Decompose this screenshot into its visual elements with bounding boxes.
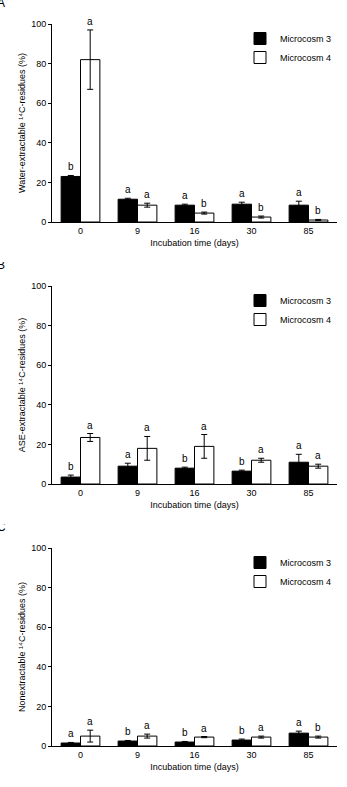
svg-text:16: 16: [189, 226, 199, 236]
svg-text:b: b: [239, 456, 245, 467]
svg-text:a: a: [68, 728, 74, 739]
svg-text:a: a: [296, 187, 302, 198]
svg-text:0: 0: [41, 741, 46, 751]
svg-text:0: 0: [78, 226, 83, 236]
svg-text:100: 100: [31, 19, 46, 29]
svg-text:a: a: [87, 716, 93, 727]
svg-text:0: 0: [41, 217, 46, 227]
svg-text:0: 0: [78, 488, 83, 498]
svg-text:40: 40: [36, 400, 46, 410]
svg-text:Nonextractable ¹⁴C-residues (%: Nonextractable ¹⁴C-residues (%): [17, 582, 27, 712]
svg-text:a: a: [87, 16, 93, 27]
svg-text:Microcosm 3: Microcosm 3: [280, 296, 331, 306]
svg-text:80: 80: [36, 59, 46, 69]
svg-text:60: 60: [36, 360, 46, 370]
svg-text:b: b: [125, 726, 131, 737]
svg-text:85: 85: [303, 750, 313, 760]
svg-text:B: B: [0, 262, 5, 272]
svg-text:85: 85: [303, 226, 313, 236]
svg-text:30: 30: [246, 226, 256, 236]
svg-text:Incubation time (days): Incubation time (days): [150, 762, 239, 772]
svg-text:40: 40: [36, 662, 46, 672]
svg-text:b: b: [68, 161, 74, 172]
svg-text:b: b: [68, 461, 74, 472]
svg-text:Incubation time (days): Incubation time (days): [150, 238, 239, 248]
svg-text:Water-extractable ¹⁴C-residues: Water-extractable ¹⁴C-residues (%): [17, 53, 27, 193]
svg-text:60: 60: [36, 622, 46, 632]
svg-text:a: a: [125, 449, 131, 460]
svg-text:b: b: [182, 727, 188, 738]
svg-text:85: 85: [303, 488, 313, 498]
svg-text:20: 20: [36, 440, 46, 450]
svg-text:60: 60: [36, 98, 46, 108]
svg-text:80: 80: [36, 583, 46, 593]
svg-text:100: 100: [31, 281, 46, 291]
svg-text:b: b: [315, 205, 321, 216]
svg-text:9: 9: [135, 488, 140, 498]
svg-text:16: 16: [189, 750, 199, 760]
svg-text:a: a: [182, 190, 188, 201]
svg-text:a: a: [201, 421, 207, 432]
svg-text:a: a: [201, 723, 207, 734]
svg-text:16: 16: [189, 488, 199, 498]
svg-text:a: a: [125, 184, 131, 195]
svg-text:9: 9: [135, 750, 140, 760]
svg-text:b: b: [315, 722, 321, 733]
svg-text:Microcosm 4: Microcosm 4: [280, 577, 331, 587]
svg-text:Microcosm 4: Microcosm 4: [280, 53, 331, 63]
svg-text:C: C: [0, 524, 6, 534]
svg-text:a: a: [258, 444, 264, 455]
svg-text:b: b: [201, 198, 207, 209]
svg-text:100: 100: [31, 543, 46, 553]
svg-text:b: b: [182, 453, 188, 464]
svg-text:a: a: [144, 422, 150, 433]
svg-text:A: A: [0, 0, 5, 10]
svg-text:30: 30: [246, 750, 256, 760]
svg-text:a: a: [239, 188, 245, 199]
svg-text:b: b: [239, 725, 245, 736]
svg-text:ASE-extractable ¹⁴C-residues (: ASE-extractable ¹⁴C-residues (%): [17, 318, 27, 452]
svg-text:a: a: [258, 722, 264, 733]
svg-text:Microcosm 4: Microcosm 4: [280, 315, 331, 325]
svg-text:b: b: [258, 202, 264, 213]
svg-text:Microcosm 3: Microcosm 3: [280, 34, 331, 44]
svg-text:20: 20: [36, 702, 46, 712]
svg-text:a: a: [87, 420, 93, 431]
svg-text:a: a: [144, 720, 150, 731]
svg-text:Incubation time (days): Incubation time (days): [150, 500, 239, 510]
svg-text:80: 80: [36, 321, 46, 331]
svg-text:a: a: [296, 440, 302, 451]
svg-text:a: a: [315, 450, 321, 461]
svg-text:a: a: [296, 717, 302, 728]
svg-text:0: 0: [78, 750, 83, 760]
svg-text:30: 30: [246, 488, 256, 498]
svg-text:40: 40: [36, 138, 46, 148]
svg-text:20: 20: [36, 178, 46, 188]
svg-text:9: 9: [135, 226, 140, 236]
svg-text:Microcosm 3: Microcosm 3: [280, 558, 331, 568]
svg-text:a: a: [144, 189, 150, 200]
svg-text:0: 0: [41, 479, 46, 489]
